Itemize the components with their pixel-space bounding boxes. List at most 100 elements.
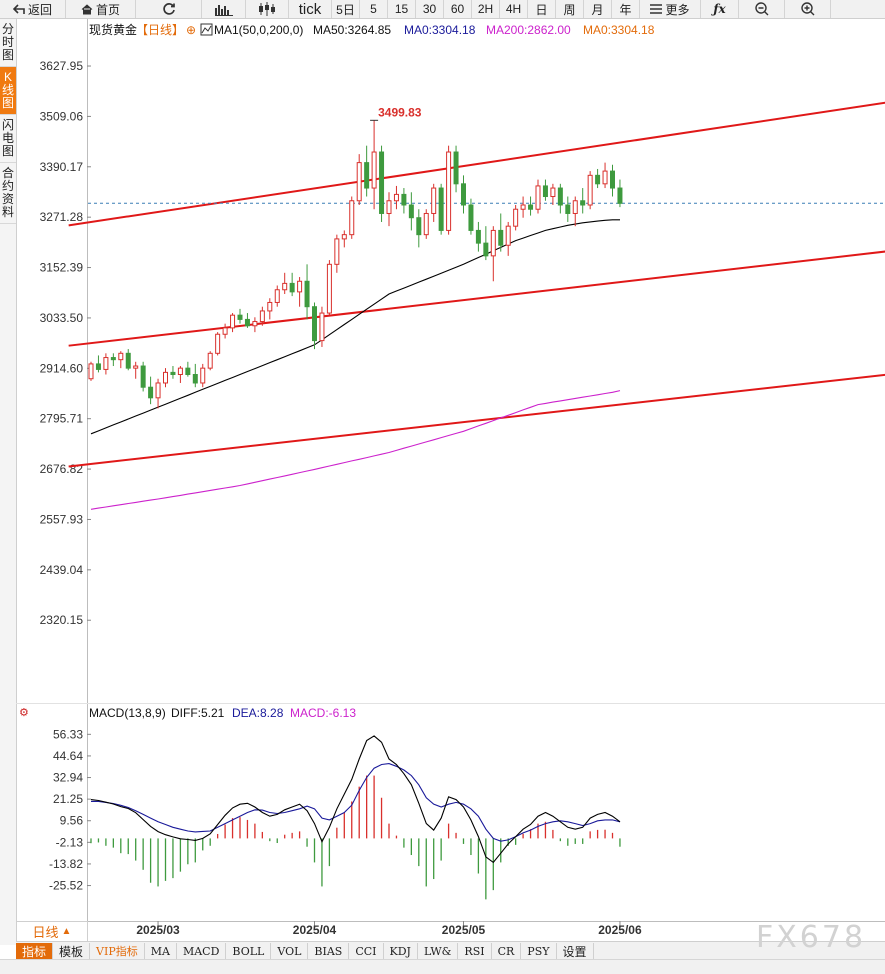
macd-settings-icon[interactable]: ⚙ — [19, 707, 29, 719]
sidebar-char: 电 — [1, 131, 14, 145]
sidebar-item-contract[interactable]: 合 约 资 料 — [0, 163, 16, 224]
tab-indicator[interactable]: 指标 — [16, 942, 54, 960]
period-label: 5 — [370, 2, 377, 16]
legend-ma1: MA1(50,0,200,0) — [214, 23, 303, 37]
x-tick-label: 2025/06 — [598, 923, 642, 937]
refresh-button[interactable] — [136, 0, 202, 18]
candle-body — [110, 357, 116, 361]
candlestick-button[interactable] — [246, 0, 289, 18]
period-label: 60 — [450, 2, 465, 16]
candle-body — [498, 229, 504, 246]
tab-lw[interactable]: LW& — [418, 942, 459, 960]
legend-target-icon[interactable]: ⊕ — [186, 23, 196, 37]
macd-y-tick-label: -2.13 — [56, 835, 84, 849]
macd-y-tick-label: 32.94 — [53, 771, 83, 785]
back-arrow-icon — [12, 3, 25, 15]
candle-body — [170, 371, 176, 376]
more-button[interactable]: 更多 — [640, 0, 701, 18]
candle-body — [401, 193, 407, 206]
candle-body — [349, 200, 355, 236]
period-day[interactable]: 日 — [528, 0, 556, 18]
sidebar-char: 闪 — [1, 118, 14, 132]
home-icon — [81, 3, 93, 15]
zoom-out-button[interactable] — [739, 0, 785, 18]
tab-template[interactable]: 模板 — [53, 942, 91, 960]
tab-macd[interactable]: MACD — [177, 942, 227, 960]
candle-body — [326, 263, 332, 314]
more-label: 更多 — [665, 2, 690, 17]
macd-legend-diff: DIFF:5.21 — [171, 706, 225, 720]
period-month[interactable]: 月 — [584, 0, 612, 18]
line-chart-button[interactable] — [202, 0, 246, 18]
period-week[interactable]: 周 — [556, 0, 584, 18]
y-tick-label: 2795.71 — [40, 412, 84, 426]
tab-settings[interactable]: 设置 — [557, 942, 594, 960]
period-label: 2H — [477, 2, 494, 16]
candle-body — [148, 386, 154, 399]
period-5d[interactable]: 5日 — [332, 0, 360, 18]
legend-ma0b: MA0:3304.18 — [583, 23, 655, 37]
caret-up-icon: ▲ — [61, 926, 72, 937]
chart-canvas[interactable]: 现货黄金 【日线】 ⊕ MA1(50,0,200,0) MA50:3264.85… — [16, 19, 885, 941]
zoom-in-button[interactable] — [785, 0, 831, 18]
candle-body — [587, 174, 593, 206]
legend-ma50: MA50:3264.85 — [313, 23, 391, 37]
tab-vip[interactable]: VIP指标 — [90, 942, 145, 960]
tab-vol[interactable]: VOL — [271, 942, 309, 960]
period-selector[interactable]: 日线 ▲ — [16, 921, 88, 941]
sidebar-item-flash[interactable]: 闪 电 图 — [0, 115, 16, 163]
candle-body — [95, 363, 101, 370]
formula-button[interactable]: ƒx — [701, 0, 739, 18]
period-year[interactable]: 年 — [612, 0, 640, 18]
tick-button[interactable]: tick — [289, 0, 332, 18]
back-button[interactable]: 返回 — [0, 0, 66, 18]
tab-ma[interactable]: MA — [145, 942, 177, 960]
ma50-line — [90, 219, 620, 435]
sidebar-char: 料 — [1, 205, 14, 219]
sidebar-char: 合 — [1, 166, 14, 180]
candle-body — [244, 318, 250, 327]
zoom-out-icon — [754, 2, 769, 16]
period-2h[interactable]: 2H — [472, 0, 500, 18]
legend-period: 【日线】 — [136, 23, 184, 37]
tab-kdj[interactable]: KDJ — [384, 942, 418, 960]
y-tick-label: 3509.06 — [40, 109, 84, 123]
tab-cr[interactable]: CR — [492, 942, 522, 960]
trend-line — [68, 373, 885, 468]
candle-body — [282, 282, 288, 291]
period-selector-label: 日线 — [32, 925, 59, 940]
candle-body — [319, 312, 325, 342]
candle-body — [88, 363, 94, 380]
x-tick-label: 2025/05 — [442, 923, 486, 937]
tab-rsi[interactable]: RSI — [458, 942, 492, 960]
trend-line — [68, 250, 885, 347]
tab-psy[interactable]: PSY — [521, 942, 557, 960]
period-60[interactable]: 60 — [444, 0, 472, 18]
candle-body — [535, 185, 541, 210]
sidebar-char: 图 — [1, 48, 14, 62]
candle-body — [185, 367, 191, 376]
period-5[interactable]: 5 — [360, 0, 388, 18]
y-tick-label: 2676.82 — [40, 462, 84, 476]
ma200-line — [90, 390, 621, 510]
tab-bias[interactable]: BIAS — [308, 942, 350, 960]
period-4h[interactable]: 4H — [500, 0, 528, 18]
toolbar: 返回 首页 tick 5日 5 15 30 60 2H 4H 日 周 月 年 更… — [0, 0, 885, 19]
candle-body — [408, 204, 414, 219]
legend-chart-icon[interactable] — [200, 23, 213, 36]
period-30[interactable]: 30 — [416, 0, 444, 18]
candle-body — [446, 151, 452, 231]
candle-body — [550, 187, 556, 198]
sidebar-char: 图 — [1, 144, 14, 158]
candle-body — [483, 242, 489, 257]
legend-symbol: 现货黄金 — [89, 22, 137, 37]
tab-boll[interactable]: BOLL — [226, 942, 272, 960]
sidebar-item-kline[interactable]: K 线 图 — [0, 67, 16, 115]
line-chart-icon — [214, 3, 233, 16]
tab-cci[interactable]: CCI — [349, 942, 384, 960]
sidebar-item-timeshare[interactable]: 分 时 图 — [0, 19, 16, 67]
candle-body — [371, 151, 377, 189]
sidebar-char: 分 — [1, 22, 14, 36]
period-15[interactable]: 15 — [388, 0, 416, 18]
home-button[interactable]: 首页 — [66, 0, 136, 18]
